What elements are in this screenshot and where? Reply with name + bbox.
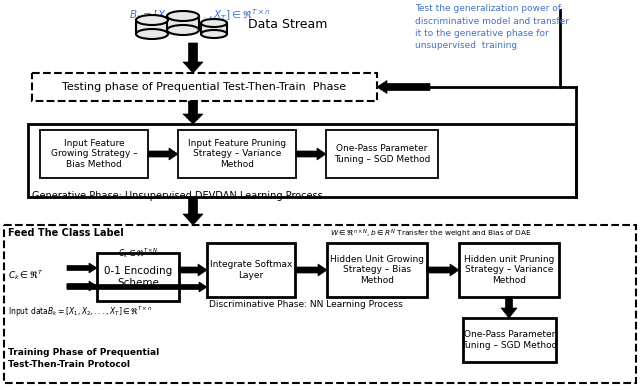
Text: Hidden Unit Growing
Strategy – Bias
Method: Hidden Unit Growing Strategy – Bias Meth…	[330, 255, 424, 285]
Text: Training Phase of Prequential
Test-Then-Train Protocol: Training Phase of Prequential Test-Then-…	[8, 348, 159, 369]
Bar	[463, 318, 556, 362]
Ellipse shape	[136, 29, 168, 39]
Bar	[136, 20, 168, 34]
Polygon shape	[67, 281, 97, 291]
Ellipse shape	[167, 11, 199, 21]
Bar	[201, 23, 227, 34]
Polygon shape	[377, 80, 430, 94]
Text: Input data$B_k=[X_1,X_2,...,X_T]\in\mathfrak{R}^{T\times n}$: Input data$B_k=[X_1,X_2,...,X_T]\in\math…	[8, 305, 152, 319]
Text: Integrate Softmax
Layer: Integrate Softmax Layer	[210, 260, 292, 280]
Bar	[32, 73, 377, 101]
Text: $B_k=[X_1,X_2,...,X_T]\in\mathfrak{R}^{T\times n}$: $B_k=[X_1,X_2,...,X_T]\in\mathfrak{R}^{T…	[129, 7, 271, 23]
Polygon shape	[148, 148, 178, 160]
Text: Testing phase of Prequential Test-Then-Train  Phase: Testing phase of Prequential Test-Then-T…	[63, 82, 347, 92]
Ellipse shape	[201, 19, 227, 27]
Polygon shape	[183, 43, 203, 73]
Ellipse shape	[167, 25, 199, 35]
Bar	[459, 243, 559, 297]
Text: One-Pass Parameter
Tuning – SGD Method: One-Pass Parameter Tuning – SGD Method	[461, 330, 557, 350]
Text: Test the generalization power of
discriminative model and transfer
it to the gen: Test the generalization power of discrim…	[415, 4, 569, 50]
Polygon shape	[296, 148, 326, 160]
Polygon shape	[183, 101, 203, 124]
Ellipse shape	[136, 15, 168, 25]
Text: Hidden unit Pruning
Strategy – Variance
Method: Hidden unit Pruning Strategy – Variance …	[464, 255, 554, 285]
Polygon shape	[67, 282, 207, 292]
Polygon shape	[179, 264, 207, 276]
Bar	[28, 124, 576, 197]
Ellipse shape	[201, 30, 227, 38]
Polygon shape	[67, 263, 97, 273]
Bar	[167, 16, 199, 30]
Text: Input Feature
Growing Strategy –
Bias Method: Input Feature Growing Strategy – Bias Me…	[51, 139, 138, 169]
Polygon shape	[501, 297, 517, 318]
Text: One-Pass Parameter
Tuning – SGD Method: One-Pass Parameter Tuning – SGD Method	[334, 144, 430, 164]
Text: 0-1 Encoding
Scheme: 0-1 Encoding Scheme	[104, 266, 172, 288]
Bar	[327, 243, 427, 297]
Text: $C_k\in\mathfrak{R}^T$: $C_k\in\mathfrak{R}^T$	[8, 268, 44, 282]
Polygon shape	[427, 264, 459, 276]
Bar	[326, 130, 438, 178]
Text: Generative Phase: Unsupervised DEVDAN Learning Process: Generative Phase: Unsupervised DEVDAN Le…	[32, 191, 323, 201]
Bar	[4, 225, 636, 383]
Text: Input Feature Pruning
Strategy – Variance
Method: Input Feature Pruning Strategy – Varianc…	[188, 139, 286, 169]
Bar	[40, 130, 148, 178]
Bar	[178, 130, 296, 178]
Bar	[97, 253, 179, 301]
Polygon shape	[183, 197, 203, 225]
Text: Feed The Class Label: Feed The Class Label	[8, 228, 124, 238]
Text: Discriminative Phase: NN Learning Process: Discriminative Phase: NN Learning Proces…	[209, 300, 403, 309]
Polygon shape	[295, 264, 327, 276]
Bar	[207, 243, 295, 297]
Text: $W\in\mathfrak{R}^{n\times N}, b\in R^N$ Transfer the weight and Bias of DAE: $W\in\mathfrak{R}^{n\times N}, b\in R^N$…	[330, 228, 532, 240]
Text: Data Stream: Data Stream	[248, 18, 328, 31]
Text: $C_k\in\mathfrak{R}^{T\times N}$: $C_k\in\mathfrak{R}^{T\times N}$	[118, 246, 158, 260]
